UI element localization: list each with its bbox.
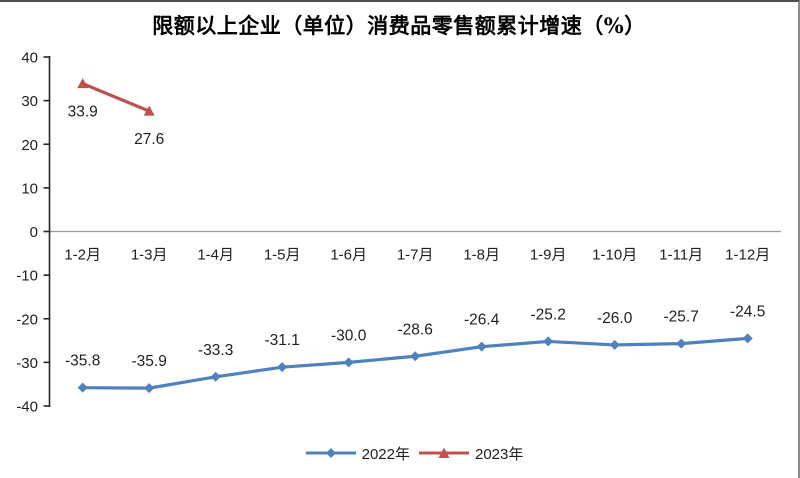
legend-item-2023: 2023年	[418, 443, 523, 464]
data-point-marker	[277, 362, 288, 373]
x-category-label: 1-4月	[197, 247, 234, 264]
data-point-label: -25.2	[531, 306, 566, 323]
data-point-marker	[676, 338, 687, 349]
data-point-label: -31.1	[265, 332, 300, 349]
x-category-label: 1-6月	[330, 247, 367, 264]
data-point-label: 33.9	[68, 104, 98, 121]
x-category-label: 1-5月	[264, 247, 301, 264]
legend: 2022年 2023年	[50, 443, 778, 463]
data-point-label: -26.0	[597, 310, 633, 327]
data-point-marker	[410, 351, 421, 362]
data-point-marker	[343, 357, 354, 368]
series-line-2023年	[81, 82, 151, 113]
x-category-label: 1-8月	[463, 247, 500, 264]
y-tick-label: -30	[16, 355, 38, 372]
data-point-label: 27.6	[134, 131, 164, 148]
y-tick-label: -40	[16, 399, 38, 416]
x-category-label: 1-3月	[131, 247, 168, 264]
data-point-marker	[609, 339, 620, 350]
line-triangle-icon	[419, 447, 469, 458]
y-tick-label: 10	[21, 180, 38, 197]
x-category-label: 1-11月	[659, 247, 703, 264]
y-tick-label: 20	[21, 137, 38, 154]
y-tick-label: -10	[16, 268, 38, 285]
line-diamond-icon	[305, 448, 356, 458]
data-point-label: -28.6	[398, 321, 433, 338]
data-point-marker	[742, 333, 753, 344]
y-tick-label: 0	[30, 224, 38, 241]
data-point-marker	[543, 336, 554, 347]
data-point-label: -35.8	[65, 353, 100, 370]
x-category-label: 1-2月	[64, 247, 101, 264]
data-point-marker	[476, 341, 487, 352]
data-point-marker	[77, 78, 89, 89]
x-category-label: 1-7月	[397, 247, 434, 264]
data-point-label: -30.0	[331, 327, 367, 344]
data-point-marker	[144, 383, 155, 394]
x-category-label: 1-10月	[592, 247, 637, 264]
data-point-label: -24.5	[730, 303, 765, 320]
x-category-label: 1-12月	[725, 247, 770, 264]
x-category-label: 1-9月	[530, 247, 567, 264]
y-tick-label: 40	[21, 50, 38, 67]
legend-label: 2022年	[361, 445, 410, 463]
data-point-marker	[143, 105, 155, 116]
data-point-label: -26.4	[464, 312, 500, 329]
data-point-marker	[77, 382, 88, 393]
y-tick-label: -20	[16, 311, 38, 328]
data-point-marker	[210, 371, 221, 382]
data-point-label: -35.9	[132, 353, 167, 370]
legend-item-2022: 2022年	[305, 443, 410, 464]
y-tick-label: 30	[21, 93, 38, 110]
data-point-label: -25.7	[664, 309, 699, 326]
data-point-label: -33.3	[198, 342, 233, 359]
series-line-2022年	[81, 336, 750, 390]
chart-title: 限额以上企业（单位）消费品零售额累计增速（%）	[152, 13, 646, 38]
legend-label: 2023年	[475, 445, 524, 463]
